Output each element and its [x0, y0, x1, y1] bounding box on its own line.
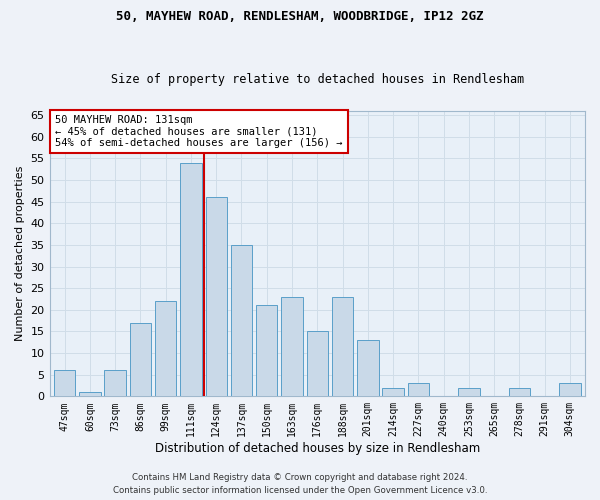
Bar: [54, 370, 76, 396]
Bar: [130, 323, 151, 396]
Bar: [281, 297, 303, 396]
Bar: [382, 388, 404, 396]
Bar: [407, 384, 429, 396]
Bar: [357, 340, 379, 396]
Bar: [206, 198, 227, 396]
Text: Contains HM Land Registry data © Crown copyright and database right 2024.
Contai: Contains HM Land Registry data © Crown c…: [113, 474, 487, 495]
X-axis label: Distribution of detached houses by size in Rendlesham: Distribution of detached houses by size …: [155, 442, 480, 455]
Bar: [104, 370, 126, 396]
Bar: [509, 388, 530, 396]
Bar: [458, 388, 479, 396]
Bar: [332, 297, 353, 396]
Text: 50 MAYHEW ROAD: 131sqm
← 45% of detached houses are smaller (131)
54% of semi-de: 50 MAYHEW ROAD: 131sqm ← 45% of detached…: [55, 115, 343, 148]
Title: Size of property relative to detached houses in Rendlesham: Size of property relative to detached ho…: [110, 73, 524, 86]
Bar: [231, 245, 252, 396]
Bar: [79, 392, 101, 396]
Bar: [180, 162, 202, 396]
Bar: [256, 306, 277, 396]
Bar: [307, 332, 328, 396]
Y-axis label: Number of detached properties: Number of detached properties: [15, 166, 25, 341]
Bar: [155, 301, 176, 396]
Text: 50, MAYHEW ROAD, RENDLESHAM, WOODBRIDGE, IP12 2GZ: 50, MAYHEW ROAD, RENDLESHAM, WOODBRIDGE,…: [116, 10, 484, 23]
Bar: [559, 384, 581, 396]
